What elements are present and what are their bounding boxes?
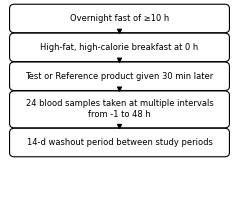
Text: High-fat, high-calorie breakfast at 0 h: High-fat, high-calorie breakfast at 0 h — [40, 43, 199, 52]
FancyBboxPatch shape — [10, 62, 229, 91]
FancyBboxPatch shape — [10, 4, 229, 33]
Text: Test or Reference product given 30 min later: Test or Reference product given 30 min l… — [25, 72, 214, 81]
Text: 14-d washout period between study periods: 14-d washout period between study period… — [27, 138, 212, 147]
FancyBboxPatch shape — [10, 128, 229, 157]
FancyBboxPatch shape — [10, 33, 229, 62]
FancyBboxPatch shape — [10, 91, 229, 128]
Text: Overnight fast of ≥10 h: Overnight fast of ≥10 h — [70, 14, 169, 23]
Text: 24 blood samples taken at multiple intervals
from -1 to 48 h: 24 blood samples taken at multiple inter… — [26, 99, 213, 119]
